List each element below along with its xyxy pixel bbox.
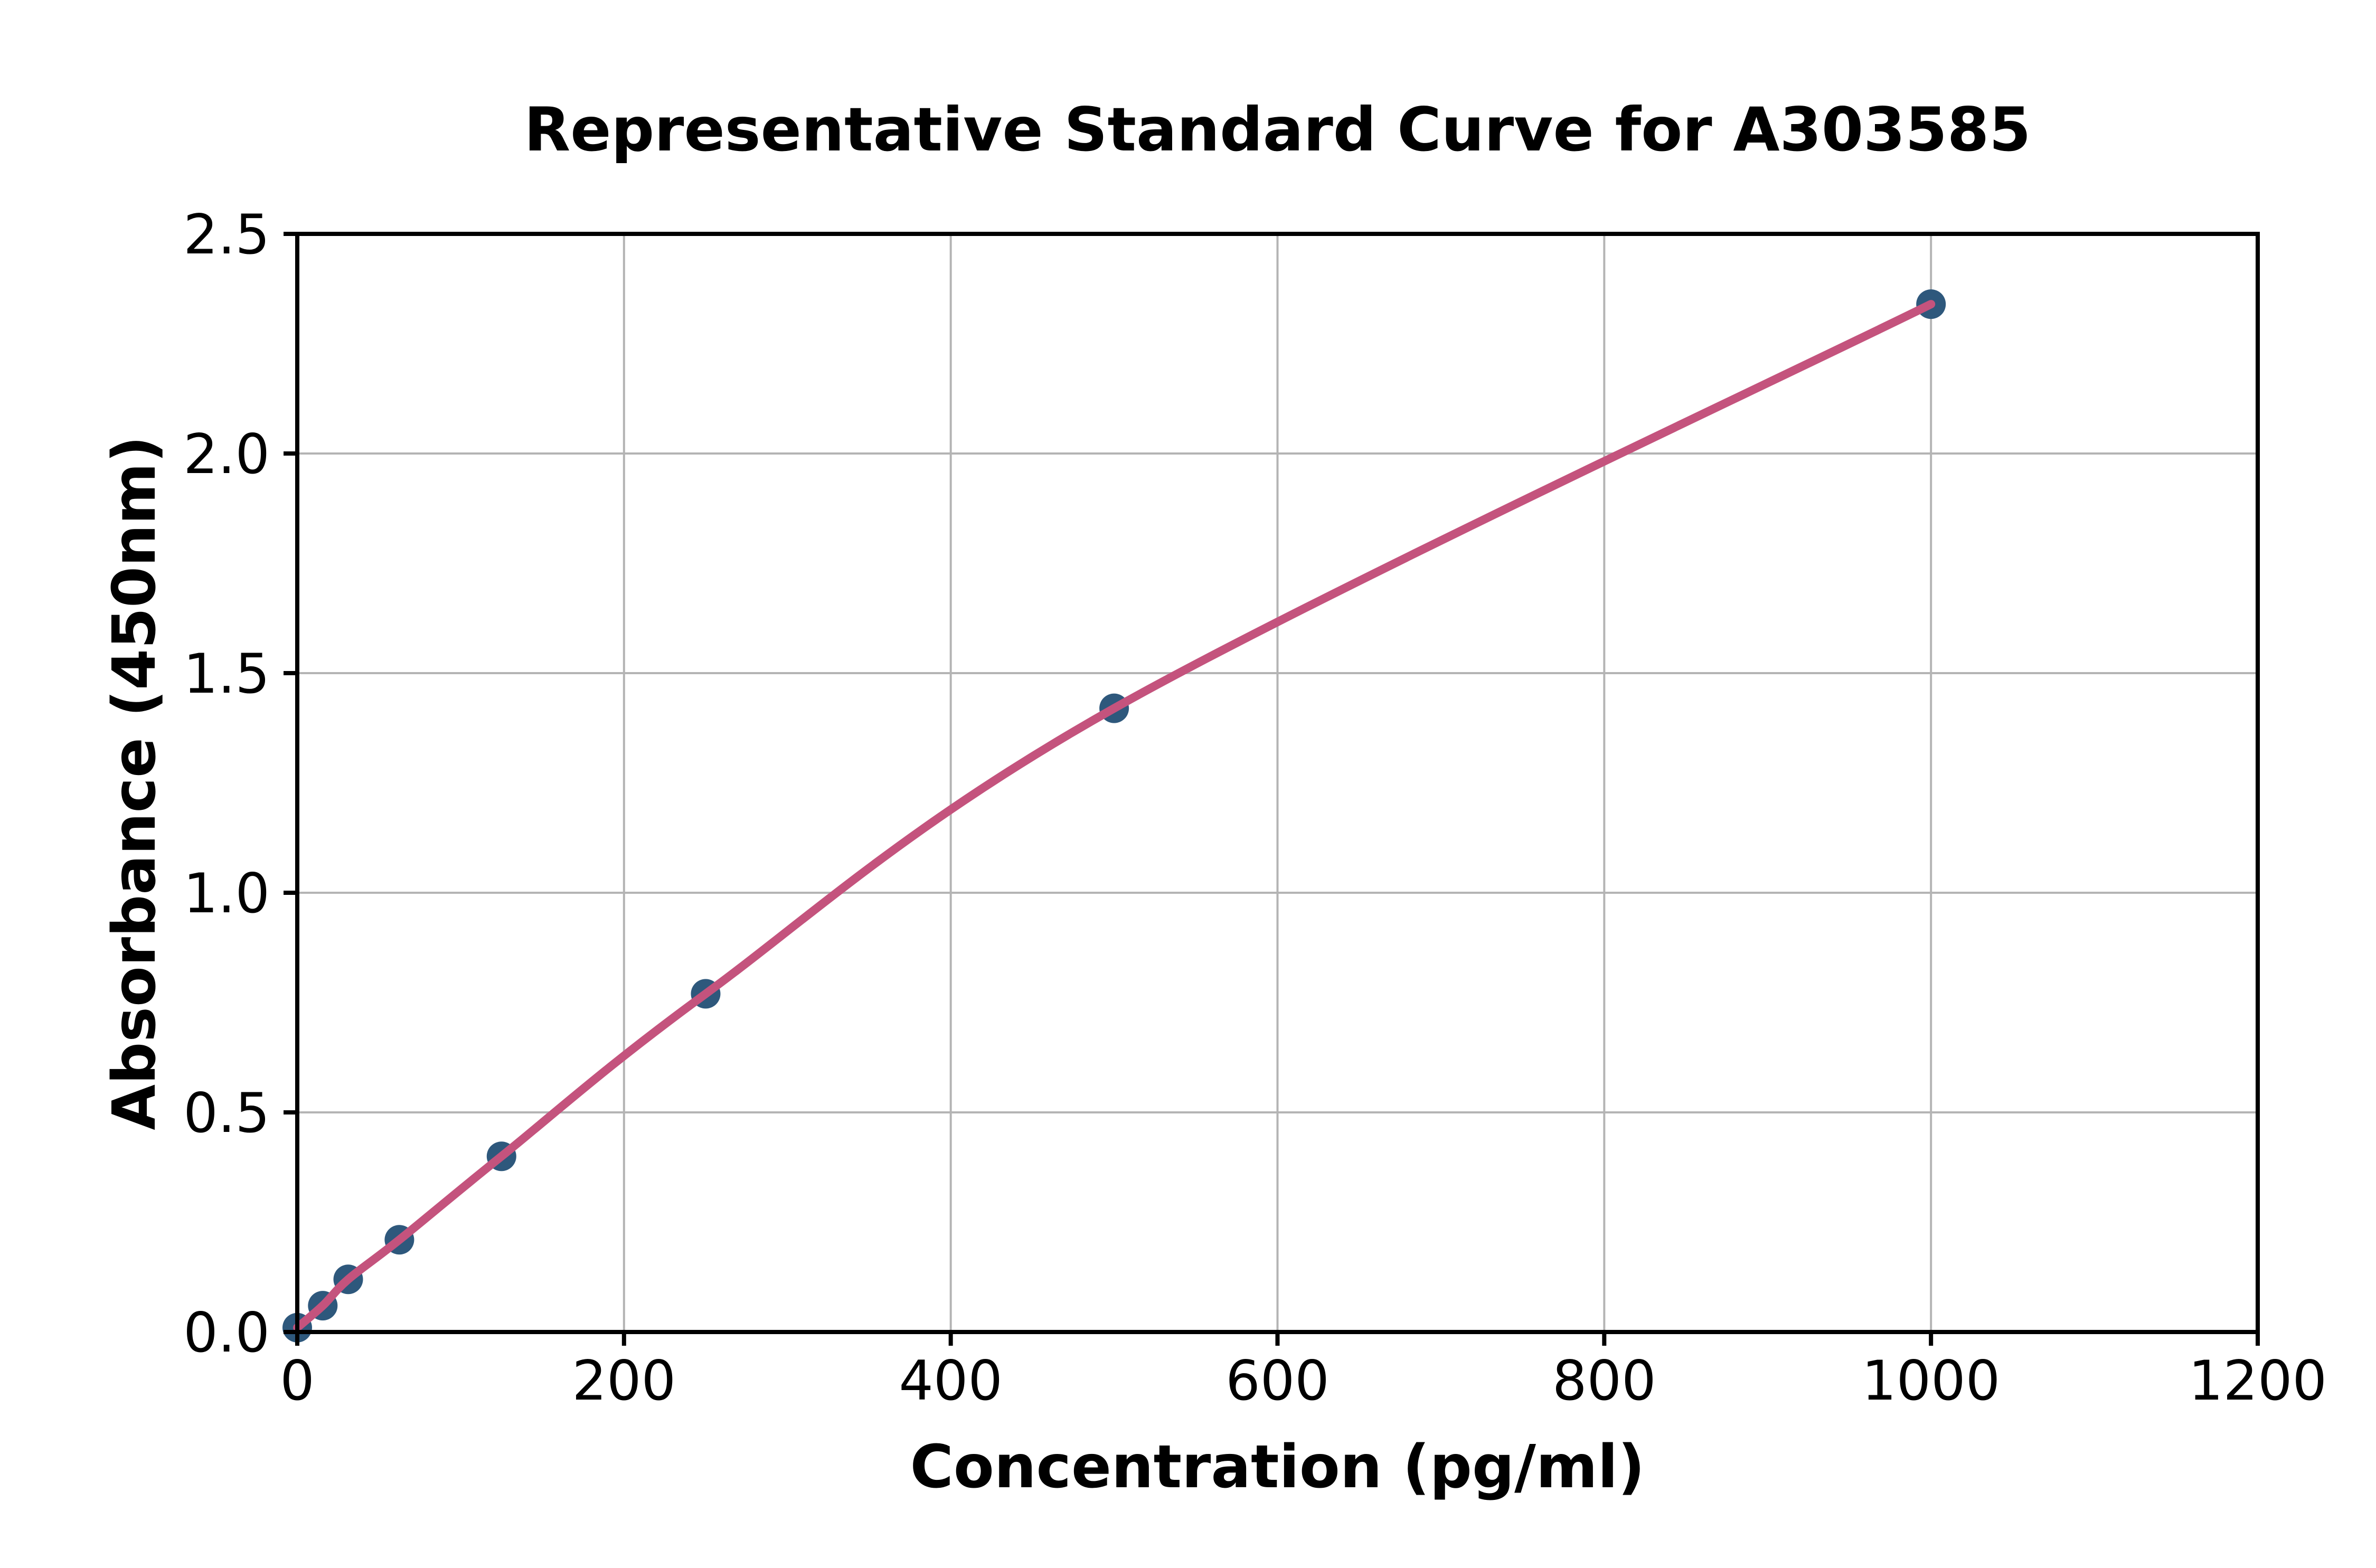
y-tick-label: 2.0 [183, 423, 270, 486]
x-tick-label: 400 [899, 1349, 1003, 1413]
x-tick-label: 600 [1225, 1349, 1330, 1413]
x-tick-label: 1000 [1862, 1349, 2000, 1413]
chart-title: Representative Standard Curve for A30358… [524, 95, 2031, 165]
y-tick-label: 2.5 [183, 203, 270, 267]
y-tick-label: 0.0 [183, 1301, 270, 1365]
x-tick-label: 200 [572, 1349, 676, 1413]
x-axis-label: Concentration (pg/ml) [910, 1433, 1645, 1501]
y-tick-label: 1.5 [183, 643, 270, 706]
x-tick-label: 800 [1552, 1349, 1656, 1413]
x-tick-label: 0 [280, 1349, 315, 1413]
y-tick-label: 1.0 [183, 862, 270, 925]
fit-curve [293, 300, 1936, 1332]
x-tick-label: 1200 [2189, 1349, 2327, 1413]
y-axis-label: Absorbance (450nm) [100, 436, 169, 1130]
y-tick-label: 0.5 [183, 1082, 270, 1145]
